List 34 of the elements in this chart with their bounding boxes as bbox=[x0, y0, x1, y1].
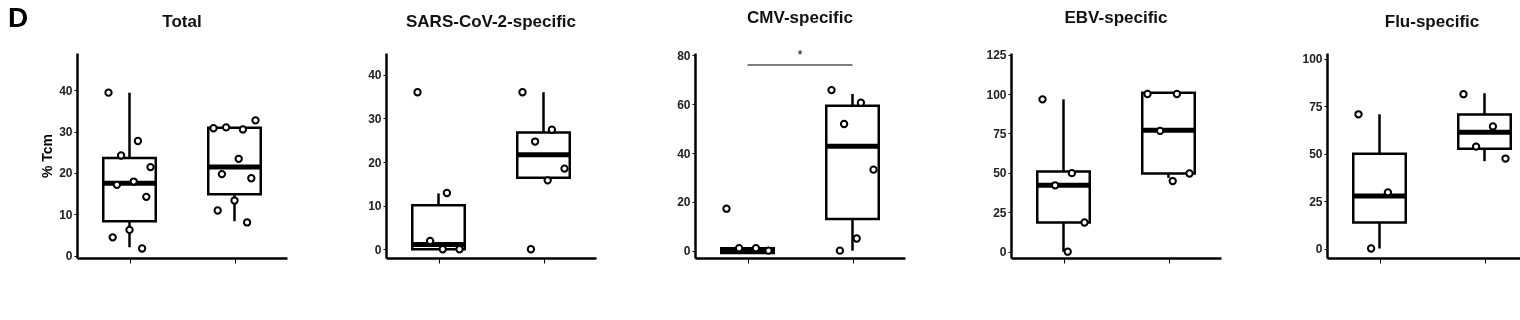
chart-title: CMV-specific bbox=[747, 8, 853, 27]
y-tick-label: 125 bbox=[986, 48, 1007, 63]
y-tick-label: 0 bbox=[65, 249, 73, 264]
y-tick-label: 30 bbox=[59, 125, 73, 140]
y-tick-label: 40 bbox=[368, 68, 382, 83]
y-tick-label: 75 bbox=[1309, 99, 1323, 114]
annotation: * bbox=[797, 47, 803, 62]
y-tick-label: 100 bbox=[1302, 52, 1323, 67]
y-tick-label: 75 bbox=[993, 126, 1007, 141]
y-tick-label: 10 bbox=[59, 207, 73, 222]
chart-title: Flu-specific bbox=[1384, 11, 1480, 31]
y-tick-label: 50 bbox=[993, 166, 1007, 181]
y-tick-label: 60 bbox=[677, 97, 691, 112]
y-tick-label: 100 bbox=[986, 87, 1007, 102]
y-tick-label: 25 bbox=[993, 205, 1007, 220]
y-tick-label: 10 bbox=[368, 199, 382, 214]
y-tick-label: 80 bbox=[677, 48, 691, 63]
y-tick-label: 0 bbox=[683, 244, 691, 259]
chart-title: SARS-CoV-2-specific bbox=[405, 12, 577, 31]
y-axis-title: % Tcm bbox=[39, 133, 56, 179]
chart-title: EBV-specific bbox=[1064, 7, 1168, 27]
y-tick-label: 20 bbox=[368, 155, 382, 170]
y-tick-label: 20 bbox=[59, 166, 73, 181]
y-tick-label: 40 bbox=[677, 146, 691, 161]
y-tick-label: 20 bbox=[677, 195, 691, 210]
chart-title: Total bbox=[162, 12, 202, 31]
y-tick-label: 0 bbox=[999, 245, 1007, 260]
y-tick-label: 30 bbox=[368, 111, 382, 126]
text: D bbox=[8, 2, 29, 33]
y-tick-label: 50 bbox=[1309, 147, 1323, 162]
y-tick-label: 0 bbox=[1315, 242, 1323, 257]
y-tick-label: 25 bbox=[1309, 194, 1323, 209]
y-tick-label: 0 bbox=[374, 242, 382, 257]
y-tick-label: 40 bbox=[59, 83, 73, 98]
